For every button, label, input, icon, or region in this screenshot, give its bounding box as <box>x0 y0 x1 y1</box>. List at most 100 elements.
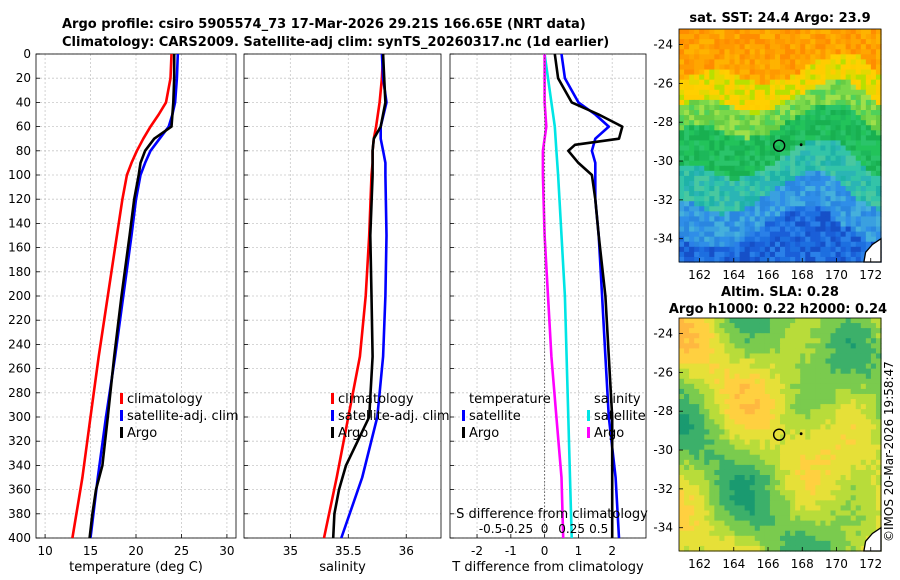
map-cell <box>830 251 837 258</box>
map-cell <box>780 409 786 415</box>
map-cell <box>724 99 731 106</box>
map-cell <box>785 540 791 547</box>
map-cell <box>744 404 751 410</box>
map-cell <box>719 388 726 395</box>
map-cell <box>785 459 791 466</box>
map-cell <box>739 74 746 81</box>
map-cell <box>739 520 746 527</box>
map-cell <box>679 64 685 71</box>
map-cell <box>805 201 811 207</box>
map-cell <box>689 180 695 187</box>
map-cell <box>764 226 771 233</box>
map-cell <box>830 226 837 233</box>
map-cell <box>805 399 811 405</box>
map-cell <box>785 378 791 385</box>
map-cell <box>759 186 766 192</box>
map-cell <box>709 206 715 212</box>
map-cell <box>805 353 811 360</box>
map-cell <box>870 79 877 86</box>
map-cell <box>815 206 821 212</box>
map-cell <box>714 348 720 355</box>
map-cell <box>759 216 766 223</box>
map-cell <box>850 373 857 380</box>
map-cell <box>734 211 741 218</box>
map-cell <box>870 201 877 207</box>
map-cell <box>820 449 827 456</box>
map-cell <box>780 221 786 228</box>
map-cell <box>820 236 827 243</box>
temperature-legend-label: climatology <box>127 392 203 407</box>
sdiff-legend-label: satellite <box>594 409 646 424</box>
map-cell <box>719 49 726 55</box>
map-cell <box>795 358 801 365</box>
map-cell <box>724 459 731 466</box>
map-cell <box>850 34 857 40</box>
map-cell <box>699 328 705 334</box>
map-cell <box>774 490 781 496</box>
map-cell <box>749 241 756 248</box>
map-cell <box>830 348 837 355</box>
map-cell <box>764 155 771 162</box>
map-cell <box>769 525 776 532</box>
map-cell <box>754 29 761 35</box>
map-cell <box>729 328 736 334</box>
map-cell <box>870 510 877 517</box>
map-cell <box>850 180 857 187</box>
map-cell <box>704 69 710 76</box>
map-cell <box>875 480 882 486</box>
map-cell <box>734 475 741 481</box>
map-cell <box>734 64 741 71</box>
map-cell <box>875 186 882 192</box>
map-cell <box>785 495 791 501</box>
map-cell <box>739 115 746 121</box>
map-cell <box>704 135 710 142</box>
map-cell <box>830 125 837 131</box>
map-cell <box>795 318 801 324</box>
map-cell <box>769 231 776 238</box>
map-y-tick-label: -24 <box>653 327 673 341</box>
map-cell <box>810 368 816 375</box>
map-cell <box>825 490 832 496</box>
map-cell <box>860 343 867 349</box>
map-cell <box>785 323 791 329</box>
map-cell <box>800 454 806 461</box>
map-cell <box>825 196 832 202</box>
map-cell <box>870 180 877 187</box>
map-cell <box>724 44 731 50</box>
map-cell <box>850 449 857 456</box>
map-cell <box>860 404 867 410</box>
map-cell <box>754 475 761 481</box>
map-cell <box>825 94 832 101</box>
map-cell <box>845 150 852 157</box>
map-cell <box>785 444 791 451</box>
map-cell <box>800 520 806 527</box>
map-cell <box>785 69 791 76</box>
map-cell <box>709 256 715 263</box>
map-cell <box>704 160 710 167</box>
map-cell <box>754 211 761 218</box>
map-cell <box>719 59 726 66</box>
map-cell <box>744 348 751 355</box>
map-cell <box>699 505 705 512</box>
map-cell <box>694 216 700 223</box>
map-cell <box>739 368 746 375</box>
secondary-tick-label: 0 <box>541 522 549 536</box>
map-cell <box>820 383 827 390</box>
map-cell <box>820 135 827 142</box>
map-cell <box>830 515 837 522</box>
map-cell <box>684 231 690 238</box>
map-cell <box>774 99 781 106</box>
map-cell <box>689 69 695 76</box>
map-cell <box>739 34 746 40</box>
map-cell <box>709 64 715 71</box>
map-cell <box>860 251 867 258</box>
map-cell <box>709 505 715 512</box>
map-cell <box>689 368 695 375</box>
map-cell <box>769 520 776 527</box>
map-cell <box>739 170 746 177</box>
map-cell <box>780 363 786 370</box>
map-cell <box>815 135 821 142</box>
map-cell <box>739 333 746 339</box>
map-cell <box>729 373 736 380</box>
map-cell <box>795 216 801 223</box>
